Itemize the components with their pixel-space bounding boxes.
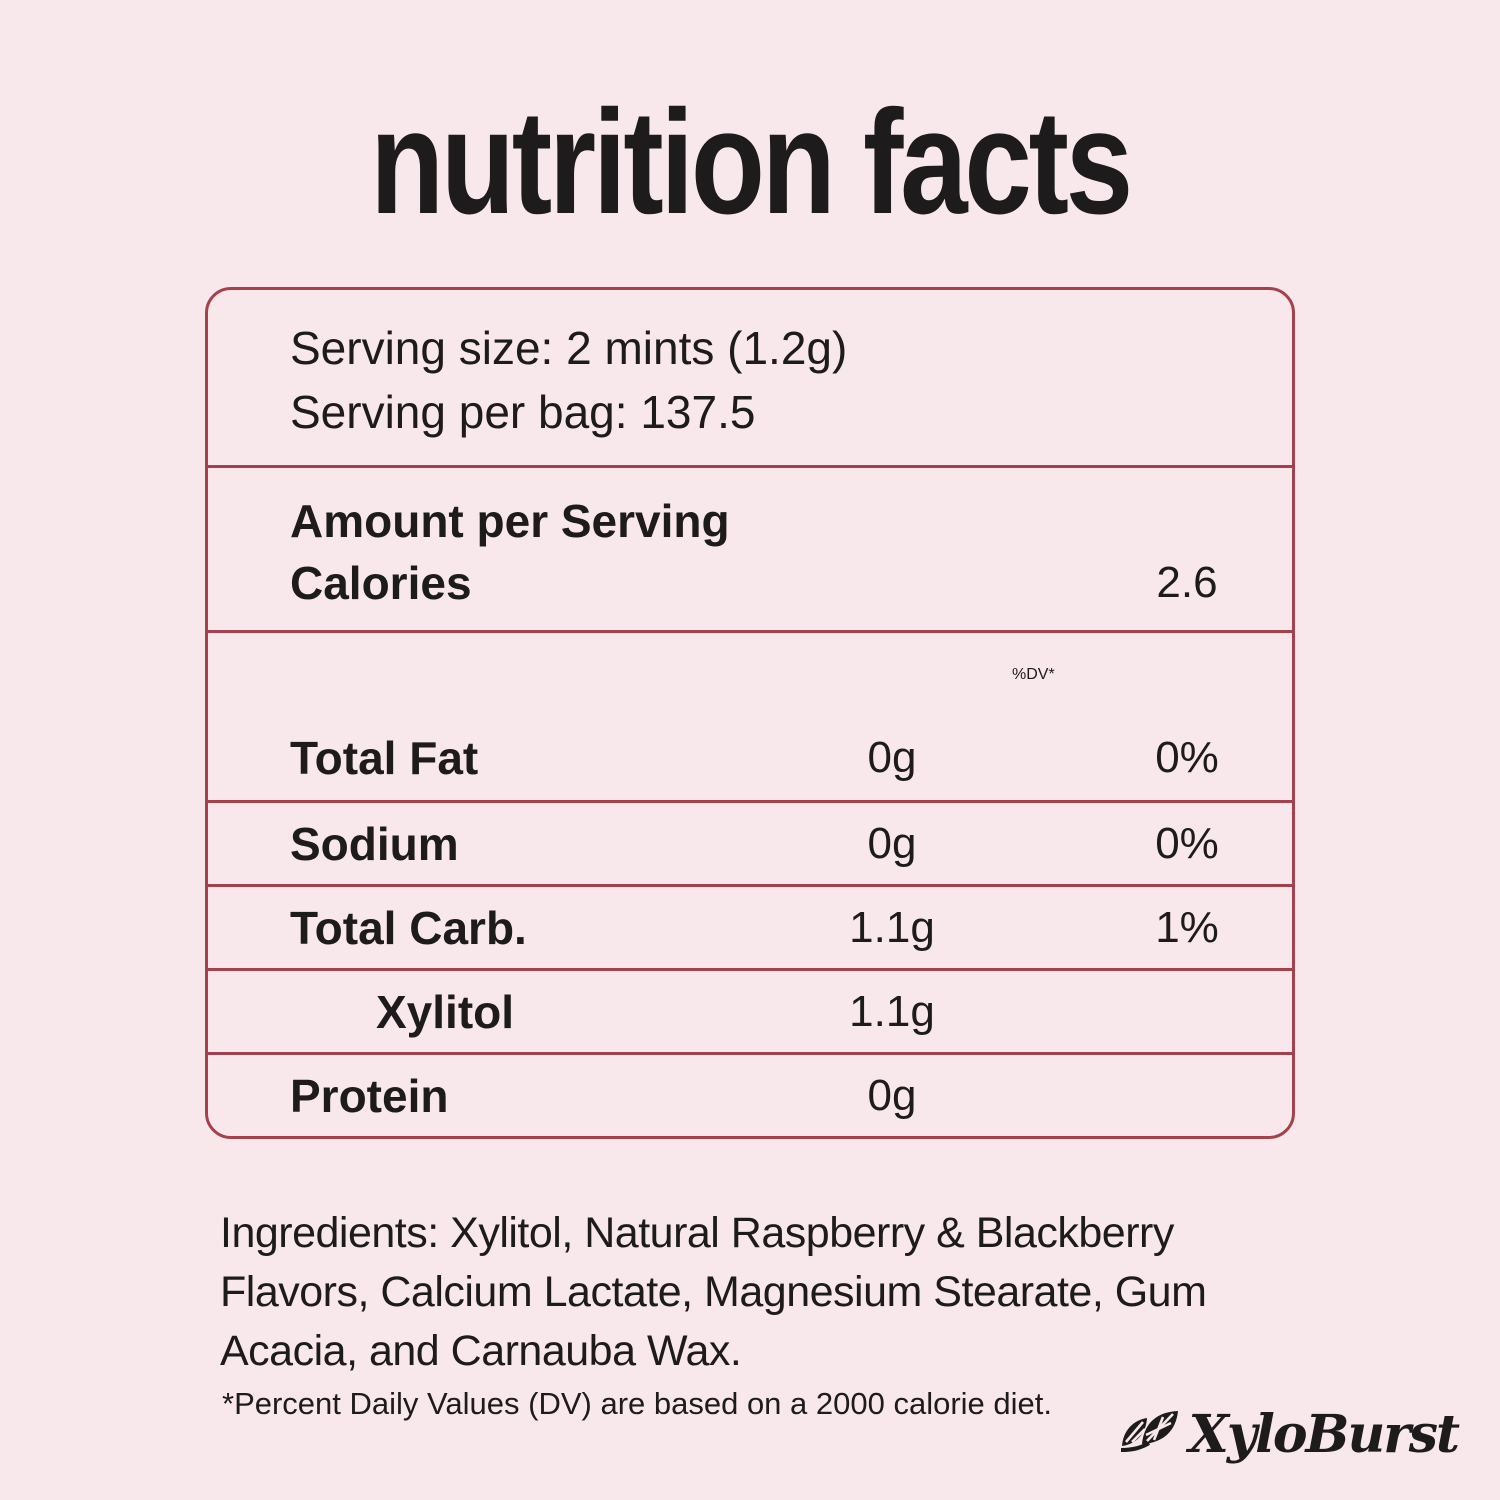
nutrient-percent-dv: 0% bbox=[1155, 733, 1219, 782]
nutrient-label: Xylitol bbox=[376, 985, 515, 1038]
table-row: Protein 0g bbox=[208, 1052, 1292, 1136]
serving-section: Serving size: 2 mints (1.2g) Serving per… bbox=[208, 290, 1292, 465]
calories-section: Amount per Serving Calories 2.6 bbox=[208, 465, 1292, 630]
table-row: Total Fat 0g 0% bbox=[208, 716, 1292, 800]
dv-header-label: %DV* bbox=[1012, 665, 1055, 683]
nutrient-amount: 1.1g bbox=[849, 986, 935, 1036]
dv-footnote: *Percent Daily Values (DV) are based on … bbox=[222, 1386, 1052, 1421]
brand-logo: XyloBurst bbox=[1119, 1404, 1460, 1465]
dv-header-row: %DV* bbox=[208, 630, 1292, 716]
table-row: Xylitol 1.1g bbox=[208, 968, 1292, 1052]
table-row: Sodium 0g 0% bbox=[208, 800, 1292, 884]
serving-size-text: Serving size: 2 mints (1.2g) bbox=[290, 322, 848, 374]
nutrient-amount: 1.1g bbox=[849, 902, 935, 952]
nutrient-label: Total Fat bbox=[290, 732, 479, 784]
nutrition-facts-panel: Serving size: 2 mints (1.2g) Serving per… bbox=[205, 287, 1295, 1139]
leaf-icon bbox=[1120, 1410, 1178, 1452]
table-row: Total Carb. 1.1g 1% bbox=[208, 884, 1292, 968]
nutrient-amount: 0g bbox=[867, 733, 917, 782]
nutrient-percent-dv: 0% bbox=[1155, 818, 1219, 868]
calories-value: 2.6 bbox=[1156, 558, 1218, 607]
calories-label: Calories bbox=[290, 557, 472, 609]
nutrient-amount: 0g bbox=[867, 818, 917, 868]
nutrient-label: Protein bbox=[290, 1069, 449, 1122]
nutrient-label: Total Carb. bbox=[290, 901, 527, 954]
nutrient-percent-dv: 1% bbox=[1155, 902, 1219, 952]
nutrient-amount: 0g bbox=[867, 1070, 917, 1120]
amount-per-serving-label: Amount per Serving bbox=[290, 495, 730, 547]
ingredients-text: Ingredients: Xylitol, Natural Raspberry … bbox=[220, 1209, 1207, 1375]
page-title: nutrition facts bbox=[370, 80, 1133, 245]
calories-row: Calories 2.6 bbox=[208, 552, 1292, 614]
servings-per-bag-text: Serving per bag: 137.5 bbox=[290, 386, 756, 438]
brand-name: XyloBurst bbox=[1188, 1404, 1460, 1465]
nutrient-rows-container: Total Fat 0g 0% Sodium 0g 0% Total Carb. 1.1g 1%… bbox=[208, 716, 1292, 1136]
nutrient-label: Sodium bbox=[290, 817, 459, 870]
